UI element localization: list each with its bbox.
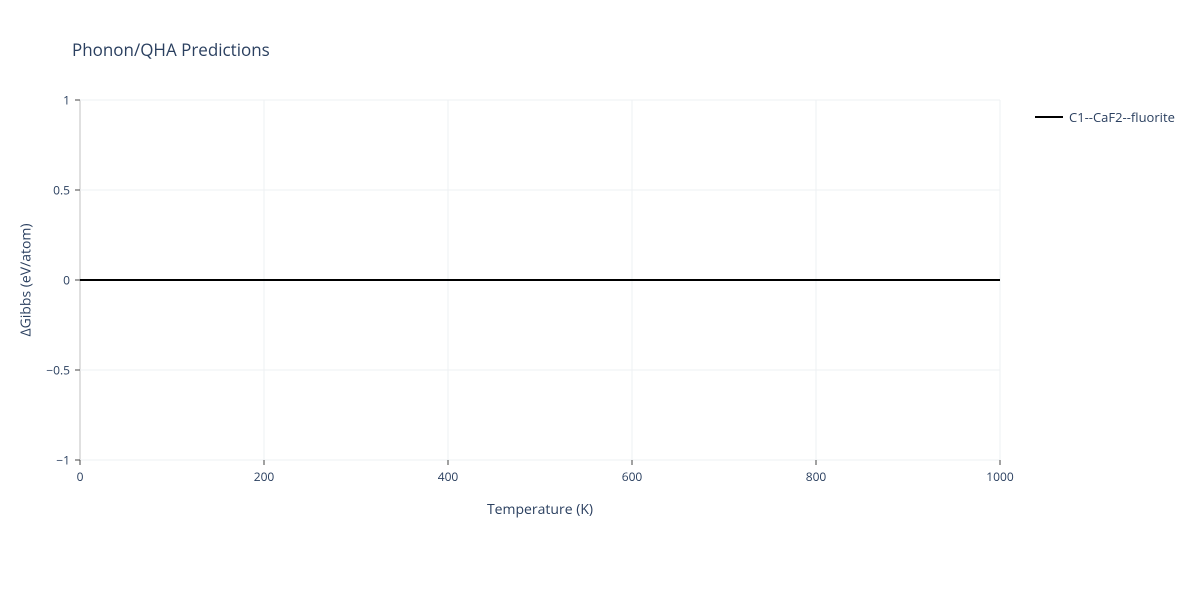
legend[interactable]: C1--CaF2--fluorite <box>1035 108 1175 126</box>
y-tick-label: 1 <box>63 92 70 109</box>
y-tick-label: −0.5 <box>46 362 70 379</box>
x-tick-label: 1000 <box>986 468 1013 485</box>
chart-svg <box>0 0 1200 600</box>
y-tick-label: −1 <box>56 452 70 469</box>
legend-swatch <box>1035 116 1063 118</box>
legend-label: C1--CaF2--fluorite <box>1069 108 1175 126</box>
x-tick-label: 800 <box>806 468 827 485</box>
y-tick-label: 0 <box>63 272 70 289</box>
y-axis-label: ΔGibbs (eV/atom) <box>17 223 36 336</box>
chart-title: Phonon/QHA Predictions <box>72 38 270 61</box>
x-tick-label: 400 <box>438 468 459 485</box>
x-axis-label: Temperature (K) <box>487 500 593 519</box>
x-tick-label: 200 <box>254 468 275 485</box>
x-tick-label: 0 <box>77 468 84 485</box>
y-tick-label: 0.5 <box>53 182 70 199</box>
x-tick-label: 600 <box>622 468 643 485</box>
chart-container: Phonon/QHA Predictions Temperature (K) Δ… <box>0 0 1200 600</box>
